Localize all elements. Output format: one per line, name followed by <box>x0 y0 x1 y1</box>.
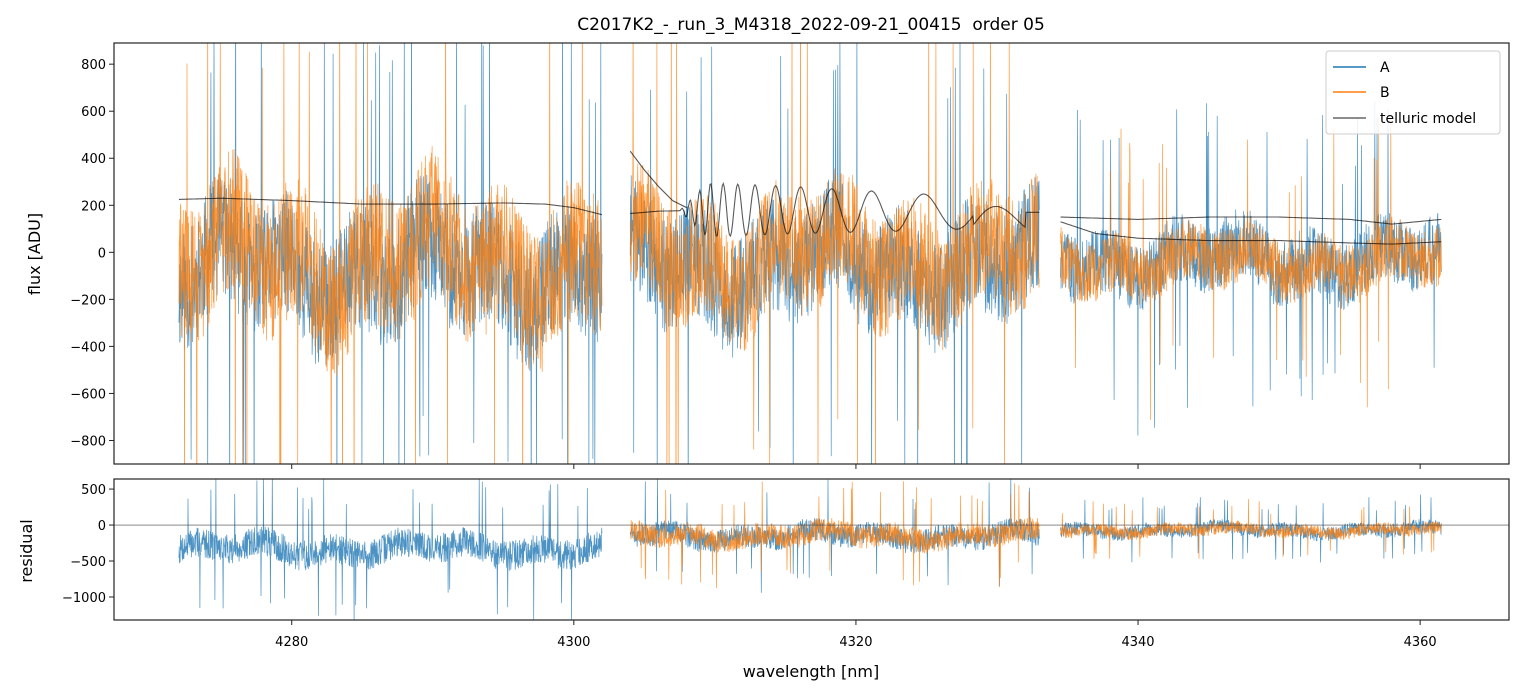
top-ylabel: flux [ADU] <box>25 213 44 295</box>
upper-ytick-label: 400 <box>81 152 106 167</box>
lower-ytick-label: 0 <box>98 519 106 534</box>
upper-series-b <box>178 43 603 464</box>
lower-ytick-label: 500 <box>81 483 106 498</box>
bottom-ylabel: residual <box>17 519 36 582</box>
upper-ytick-label: 200 <box>81 199 106 214</box>
chart-title: C2017K2_-_run_3_M4318_2022-09-21_00415 o… <box>577 15 1045 35</box>
lower-series-b <box>1060 498 1442 559</box>
legend-label-a: A <box>1380 60 1390 76</box>
telluric-model-curve <box>630 182 1040 238</box>
upper-series-b <box>1060 115 1442 420</box>
lower-ytick-label: −1000 <box>62 591 106 606</box>
upper-ytick-label: 800 <box>81 58 106 73</box>
telluric-model-curve <box>178 197 603 216</box>
upper-ytick-label: −600 <box>70 387 106 402</box>
lower-series-b <box>630 481 1040 589</box>
xtick-label: 4300 <box>557 635 590 650</box>
legend: A B telluric model <box>1325 50 1501 135</box>
upper-ytick-label: 0 <box>98 246 106 261</box>
legend-box <box>1325 50 1501 135</box>
upper-ytick-label: 600 <box>81 105 106 120</box>
legend-label-telluric: telluric model <box>1380 111 1476 127</box>
bottom-plot-area <box>114 479 1509 620</box>
legend-label-b: B <box>1380 85 1390 101</box>
telluric-model-curve <box>1060 221 1442 245</box>
upper-series-b <box>629 43 1040 464</box>
upper-ytick-label: −200 <box>70 293 106 308</box>
xtick-label: 4340 <box>1121 635 1154 650</box>
top-plot-area <box>178 43 1442 464</box>
lower-ytick-label: −500 <box>70 555 106 570</box>
top-axes-frame <box>113 42 1510 465</box>
axes-ticks: 800 600 400 200 0 −200 −400 −600 −800 500 0 −500 −10… <box>62 58 1437 650</box>
upper-ytick-label: −400 <box>70 340 106 355</box>
telluric-model-curve <box>629 150 687 209</box>
bottom-axes-frame <box>113 478 1510 621</box>
xtick-label: 4320 <box>839 635 872 650</box>
upper-ytick-label: −800 <box>70 434 106 449</box>
lower-series-a <box>178 479 603 620</box>
xtick-label: 4280 <box>275 635 308 650</box>
xtick-label: 4360 <box>1404 635 1437 650</box>
xlabel: wavelength [nm] <box>743 662 880 681</box>
telluric-model-curve <box>1060 216 1442 225</box>
